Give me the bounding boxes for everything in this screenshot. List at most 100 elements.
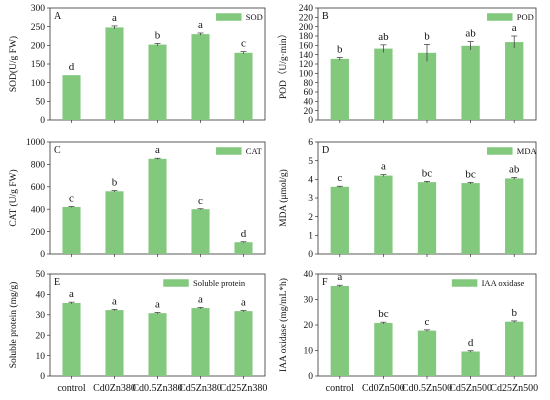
x-tick-label-f-2: Cd0Zn500 [362,383,405,394]
sig-letter-a-1: d [69,61,75,73]
sig-letter-b-4: ab [465,28,476,40]
bar-d-4 [461,183,480,254]
y-tick-label-c: 1000 [26,138,45,148]
panel-letter-a: A [54,11,62,22]
y-tick-label-b: 200 [299,23,314,33]
sig-letter-f-1: a [337,271,342,283]
y-tick-label-e: 0 [40,372,45,382]
y-tick-label-e: 40 [36,291,46,301]
y-tick-label-a: 250 [31,23,46,33]
legend-d: MDA [486,146,538,156]
sig-letter-d-3: bc [422,167,433,179]
bar-c-4 [191,209,210,254]
y-tick-label-b: 20 [304,107,314,117]
sig-letter-f-5: b [511,307,517,319]
bar-c-1 [62,206,81,254]
bar-d-1 [330,186,349,254]
panel-a: 0 50 100 150 200 250 300 SOD(U/g FW) A SOD d a b a c [8,4,266,126]
panel-e: 0 10 20 30 40 50 Soluble protein (mg/g) E Solubl… [8,270,267,394]
y-tick-label-e: 30 [36,311,46,321]
sig-letter-e-3: a [155,299,160,311]
y-tick-label-a: 200 [31,42,46,52]
x-tick-label-f-3: Cd0.5Zn500 [402,383,452,394]
bar-d-5 [505,178,524,254]
sig-letter-a-3: b [155,29,161,41]
sig-letter-f-2: bc [378,308,389,320]
y-tick-label-b: 60 [304,88,314,98]
y-tick-label-b: 100 [299,70,314,80]
x-tick-label-f-4: Cd5Zn500 [449,383,492,394]
bar-e-5 [234,311,253,376]
y-tick-label-e: 50 [36,270,46,280]
y-tick-label-c: 800 [31,161,46,171]
bar-b-3 [417,52,437,120]
panel-d: 0 1 2 3 4 5 6 MDA (μmol/g) D MDA c a bc bc ab [278,138,537,260]
sig-letter-e-4: a [198,293,203,305]
legend-swatch-f [451,278,478,288]
y-tick-label-b: 120 [299,60,314,70]
sig-letter-d-1: c [337,172,342,184]
sig-letter-d-2: a [381,161,386,173]
bar-f-2 [374,322,393,376]
legend-b: POD [486,12,534,22]
panel-letter-d: D [322,145,329,156]
y-tick-label-d: 1 [308,232,313,242]
y-axis-label-e: Soluble protein (mg/g) [8,282,19,369]
panel-letter-e: E [54,277,60,288]
y-tick-label-f: 30 [304,296,314,306]
sig-letter-c-1: c [69,193,74,205]
bar-d-2 [374,175,393,254]
legend-c: CAT [215,146,263,156]
y-tick-label-b: 220 [299,14,314,24]
y-tick-label-c: 600 [31,183,46,193]
y-tick-label-b: 80 [304,79,314,89]
y-tick-label-c: 0 [40,250,45,260]
bar-e-3 [148,313,167,376]
sig-letter-c-5: d [241,228,247,240]
sig-letter-d-4: bc [465,168,476,180]
bar-f-5 [505,321,524,376]
y-tick-label-f: 20 [304,321,314,331]
y-tick-label-b: 180 [299,32,314,42]
x-tick-label-e-1: control [57,383,86,394]
bar-f-1 [330,285,349,376]
sig-letter-e-2: a [112,295,117,307]
y-tick-label-f: 10 [304,347,314,357]
y-tick-label-a: 50 [36,98,46,108]
y-tick-label-a: 150 [31,60,46,70]
bar-a-4 [191,34,210,121]
legend-label-a: SOD [246,12,263,22]
y-tick-label-c: 400 [31,205,46,215]
panel-letter-f: F [322,277,328,288]
panel-f: 0 10 20 30 40 IAA oxidase (mg/mL*h) F IAA oxida… [278,270,538,394]
legend-swatch-a [215,12,243,22]
bar-e-4 [191,308,210,376]
bar-b-2 [374,48,393,120]
y-tick-label-d: 4 [308,176,313,186]
y-tick-label-e: 10 [36,352,46,362]
y-axis-label-c: CAT (U/g FW) [8,169,19,226]
bar-c-5 [234,242,253,254]
y-tick-label-a: 300 [31,4,46,14]
x-tick-label-f-1: control [326,383,355,394]
sig-letter-c-3: a [155,144,160,156]
bar-f-4 [461,351,480,376]
legend-swatch-c [215,146,243,156]
sig-letter-e-1: a [69,288,74,300]
sig-letter-b-5: a [512,22,517,34]
legend-e: Soluble protein [162,278,246,288]
y-tick-label-f: 40 [304,270,314,280]
bar-a-5 [234,52,253,120]
bar-b-1 [330,58,349,120]
y-axis-label-d: MDA (μmol/g) [278,169,289,227]
legend-label-d: MDA [517,146,538,156]
panel-letter-b: B [322,11,329,22]
legend-label-b: POD [517,12,534,22]
panel-c: 0 200 400 600 800 1000 CAT (U/g FW) C CAT c b a c d [8,138,266,260]
y-tick-label-a: 100 [31,79,46,89]
y-tick-label-e: 20 [36,331,46,341]
sig-letter-d-5: ab [509,163,520,175]
y-tick-label-a: 0 [40,116,45,126]
